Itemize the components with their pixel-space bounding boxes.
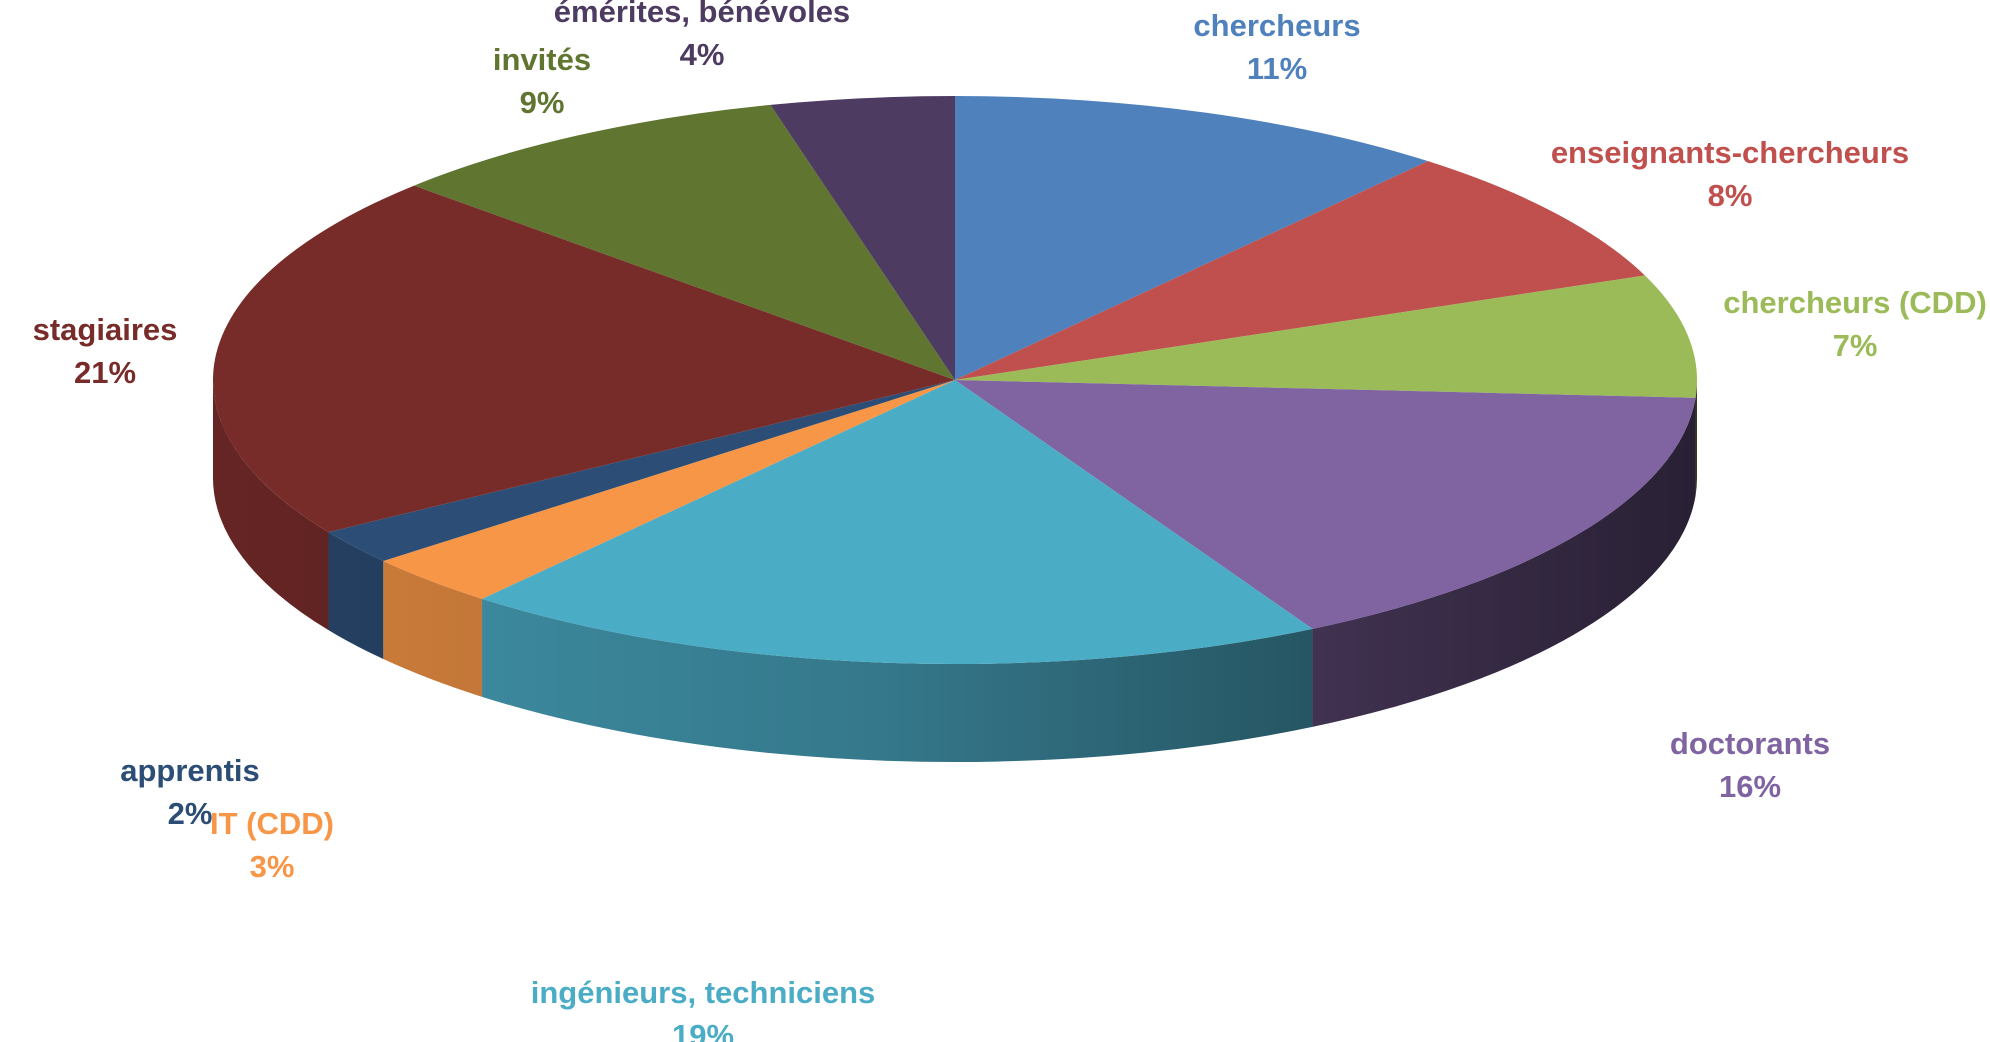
slice-label-value: 21% [74, 355, 136, 390]
pie-tops [212, 96, 1697, 664]
slice-label-value: 7% [1833, 328, 1878, 363]
slice-label-name: ingénieurs, techniciens [531, 975, 876, 1010]
pie-slice [955, 161, 1645, 380]
pie-slice-side [328, 532, 384, 660]
pie-slice-side [383, 561, 483, 697]
slice-label-name: apprentis [120, 753, 260, 788]
pie-sides [213, 380, 1697, 762]
slice-label: invités 9% [493, 42, 591, 120]
slice-label-name: IT (CDD) [210, 806, 334, 841]
slice-label-name: doctorants [1670, 726, 1830, 761]
slice-label: émérites, bénévoles 4% [554, 0, 850, 72]
slice-label-value: 3% [250, 849, 295, 884]
pie-slice [770, 96, 955, 380]
slice-label: doctorants 16% [1670, 726, 1830, 804]
slice-label-value: 4% [680, 37, 725, 72]
slice-label-name: stagiaires [33, 312, 178, 347]
slice-label-name: enseignants-chercheurs [1551, 135, 1909, 170]
slice-label: IT (CDD) 3% [210, 806, 334, 884]
slice-label: ingénieurs, techniciens 19% [531, 975, 876, 1042]
slice-label-value: 2% [168, 796, 213, 831]
slice-label-value: 11% [1247, 51, 1307, 86]
slice-label: chercheurs 11% [1193, 8, 1360, 86]
pie-slice [955, 275, 1697, 398]
slice-label: chercheurs (CDD) 7% [1723, 285, 1987, 363]
pie-slice-side [1312, 397, 1696, 727]
pie-slice-side [482, 598, 1313, 762]
slice-label-value: 16% [1719, 769, 1781, 804]
slice-label-value: 19% [672, 1018, 734, 1042]
slice-label: apprentis 2% [120, 753, 260, 831]
pie-slice-side [1695, 380, 1697, 496]
slice-label: stagiaires 21% [33, 312, 178, 390]
slice-label-name: invités [493, 42, 591, 77]
pie-slice-side [213, 380, 329, 631]
slice-label-name: chercheurs (CDD) [1723, 285, 1987, 320]
pie-slice [955, 96, 1428, 380]
pie-slice [482, 380, 1313, 664]
slice-label-value: 8% [1708, 178, 1753, 213]
slice-label: enseignants-chercheurs 8% [1551, 135, 1909, 213]
pie-slice [955, 380, 1696, 629]
slice-label-name: émérites, bénévoles [554, 0, 850, 29]
pie-slice [383, 380, 955, 599]
slice-label-name: chercheurs [1193, 8, 1360, 43]
pie-slice [414, 104, 955, 381]
pie-slice [212, 185, 956, 533]
slice-labels: chercheurs 11% enseignants-chercheurs 8% che… [33, 0, 1987, 1042]
slice-label-value: 9% [520, 85, 565, 120]
pie-slice [328, 380, 955, 562]
